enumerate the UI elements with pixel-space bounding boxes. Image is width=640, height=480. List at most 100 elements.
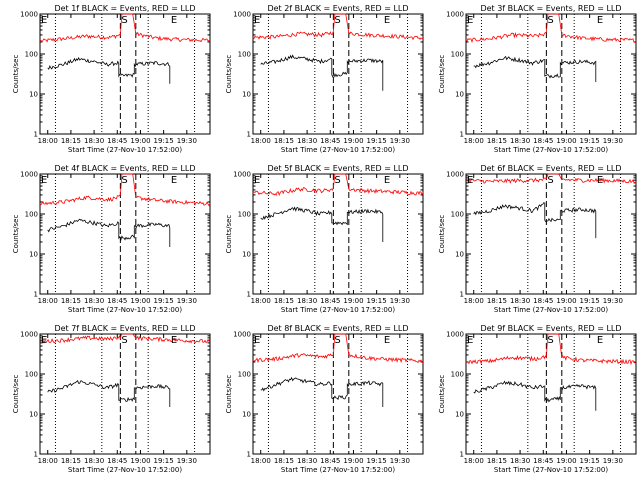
panel-4: Det 4f BLACK = Events, RED = LLD 1 10 100 10… (12, 164, 211, 314)
panel-title: Det 5f BLACK = Events, RED = LLD (267, 164, 408, 173)
panel-9: Det 9f BLACK = Events, RED = LLD 1 10 100 10… (438, 324, 637, 474)
x-axis-label: Start Time (27-Nov-10 17:52:00) (68, 466, 182, 474)
panel-title: Det 8f BLACK = Events, RED = LLD (267, 324, 408, 333)
x-tick-label: 18:00 (251, 137, 271, 145)
panel-3: Det 3f BLACK = Events, RED = LLD 1 10 100 10… (438, 4, 637, 154)
x-tick-label: 19:30 (603, 297, 623, 305)
y-tick-label: 10 (242, 91, 251, 99)
x-tick-label: 18:15 (487, 457, 507, 465)
x-tick-label: 19:00 (130, 137, 150, 145)
y-tick-label: 10 (29, 251, 38, 259)
plot-frame (39, 333, 211, 455)
black-series (47, 56, 171, 84)
red-series (39, 13, 210, 43)
y-tick-label: 1000 (233, 171, 251, 179)
marker-E: E (41, 15, 47, 26)
x-tick-label: 18:45 (107, 297, 127, 305)
marker-S: S (121, 335, 127, 346)
x-tick-label: 18:30 (510, 137, 530, 145)
y-tick-label: 10 (455, 251, 464, 259)
marker-S: S (547, 15, 553, 26)
red-series (252, 333, 424, 364)
panel-title: Det 2f BLACK = Events, RED = LLD (267, 4, 408, 13)
marker-S: S (334, 335, 340, 346)
x-tick-label: 19:15 (367, 137, 387, 145)
black-series (47, 218, 171, 247)
x-tick-label: 18:00 (251, 297, 271, 305)
x-tick-label: 19:15 (367, 457, 387, 465)
y-tick-label: 100 (451, 211, 464, 219)
y-axis-label: Counts/sec (438, 215, 446, 254)
x-tick-label: 18:00 (464, 137, 484, 145)
marker-E: E (384, 15, 390, 26)
x-axis-label: Start Time (27-Nov-10 17:52:00) (281, 146, 395, 154)
x-tick-label: 19:15 (580, 297, 600, 305)
x-tick-label: 18:15 (274, 457, 294, 465)
y-tick-label: 100 (238, 211, 251, 219)
x-tick-label: 18:45 (533, 457, 553, 465)
red-series (465, 13, 637, 44)
y-axis-label: Counts/sec (438, 55, 446, 94)
x-tick-label: 19:30 (177, 297, 197, 305)
y-tick-label: 1000 (446, 331, 464, 339)
y-tick-label: 100 (451, 371, 464, 379)
x-tick-label: 18:30 (510, 457, 530, 465)
x-tick-label: 18:30 (84, 457, 104, 465)
y-tick-label: 10 (455, 411, 464, 419)
red-series (465, 173, 637, 184)
x-tick-label: 19:30 (390, 457, 410, 465)
marker-E: E (597, 175, 603, 186)
x-tick-label: 19:00 (556, 297, 576, 305)
panel-title: Det 7f BLACK = Events, RED = LLD (54, 324, 195, 333)
x-tick-label: 19:30 (390, 137, 410, 145)
red-series (39, 173, 211, 207)
x-tick-label: 18:45 (533, 137, 553, 145)
x-axis-label: Start Time (27-Nov-10 17:52:00) (281, 466, 395, 474)
panel-6: Det 6f BLACK = Events, RED = LLD 1 10 100 10… (438, 164, 637, 314)
y-tick-label: 100 (25, 371, 38, 379)
marker-E: E (41, 335, 47, 346)
x-tick-label: 19:15 (367, 297, 387, 305)
x-tick-label: 19:30 (603, 457, 623, 465)
x-tick-label: 19:00 (343, 297, 363, 305)
x-tick-label: 19:00 (130, 457, 150, 465)
y-tick-label: 1000 (20, 11, 38, 19)
x-tick-label: 18:30 (84, 297, 104, 305)
marker-E: E (597, 15, 603, 26)
x-tick-label: 19:00 (556, 137, 576, 145)
panel-2: Det 2f BLACK = Events, RED = LLD 1 10 100 10… (225, 4, 424, 154)
x-tick-label: 18:00 (464, 457, 484, 465)
y-tick-label: 10 (242, 251, 251, 259)
y-tick-label: 1 (460, 291, 464, 299)
red-series (465, 333, 637, 366)
black-series (260, 206, 384, 242)
y-tick-label: 1000 (20, 171, 38, 179)
y-axis-label: Counts/sec (12, 215, 20, 254)
x-tick-label: 18:00 (38, 297, 58, 305)
y-tick-label: 10 (242, 411, 251, 419)
x-tick-label: 19:15 (580, 457, 600, 465)
marker-S: S (121, 15, 127, 26)
y-axis-label: Counts/sec (225, 55, 233, 94)
x-tick-label: 19:30 (177, 457, 197, 465)
marker-E: E (254, 335, 260, 346)
x-tick-label: 18:00 (251, 457, 271, 465)
black-series (473, 202, 597, 239)
x-tick-label: 18:45 (320, 137, 340, 145)
y-tick-label: 1 (247, 131, 251, 139)
x-axis-label: Start Time (27-Nov-10 17:52:00) (494, 306, 608, 314)
x-tick-label: 18:30 (510, 297, 530, 305)
black-series (473, 380, 597, 411)
x-tick-label: 19:30 (390, 297, 410, 305)
marker-E: E (467, 335, 473, 346)
y-tick-label: 10 (455, 91, 464, 99)
x-tick-label: 18:00 (464, 297, 484, 305)
panel-8: Det 8f BLACK = Events, RED = LLD 1 10 100 10… (225, 324, 424, 474)
x-tick-label: 18:15 (274, 137, 294, 145)
x-tick-label: 19:00 (343, 137, 363, 145)
x-axis-label: Start Time (27-Nov-10 17:52:00) (281, 306, 395, 314)
x-tick-label: 19:30 (177, 137, 197, 145)
x-tick-label: 18:00 (38, 457, 58, 465)
y-tick-label: 100 (238, 371, 251, 379)
